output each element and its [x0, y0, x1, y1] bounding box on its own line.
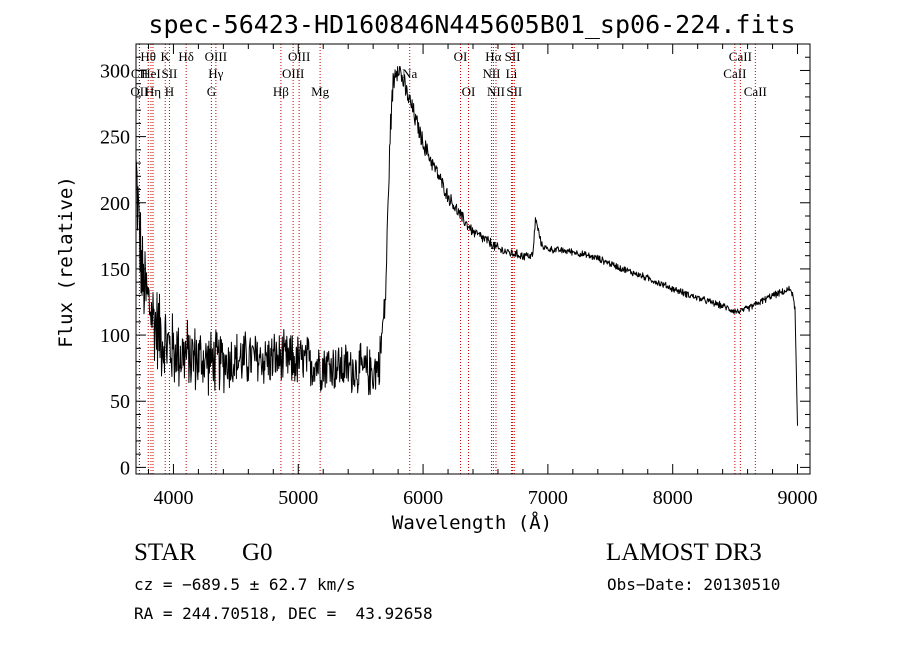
x-tick-label: 5000	[278, 487, 318, 509]
spectral-line-label: OIII	[288, 49, 310, 64]
spectrum-line	[135, 66, 798, 426]
spectral-line-label: OII	[130, 84, 148, 99]
obs-date-label: Obs−Date: 20130510	[607, 575, 781, 594]
spectral-line-label: Hα	[485, 49, 501, 64]
spectral-line-label: Hδ	[178, 49, 194, 64]
spectral-line-label: Hγ	[208, 66, 223, 81]
spectral-line-label: Hη	[145, 84, 161, 99]
object-type-label: STAR	[134, 539, 196, 566]
spectral-line-label: CII	[131, 66, 148, 81]
y-tick-label: 200	[100, 193, 130, 215]
spectral-line-label: Hθ	[140, 49, 156, 64]
radec-label: RA = 244.70518, DEC = 43.92658	[134, 604, 433, 623]
spectral-line-label: CaII	[729, 49, 752, 64]
spectral-line-label: SII	[162, 66, 178, 81]
spectral-line-label: SII	[506, 84, 522, 99]
spectral-line-label: NII	[487, 84, 505, 99]
subclass-label: G0	[242, 539, 273, 566]
x-tick-label: 8000	[653, 487, 693, 509]
chart-title: spec-56423-HD160846N445605B01_sp06-224.f…	[148, 10, 795, 39]
spectral-line-label: H	[165, 84, 174, 99]
spectral-line-label: Li	[506, 66, 518, 81]
y-tick-label: 300	[100, 60, 130, 82]
spectral-line-label: CaII	[744, 84, 767, 99]
spectral-line-label: OI	[462, 84, 476, 99]
y-axis-title: Flux (relative)	[55, 176, 77, 348]
spectral-line-label: Hβ	[273, 84, 289, 99]
x-axis-title: Wavelength (Å)	[392, 511, 552, 534]
spectral-line-label: SII	[505, 49, 521, 64]
y-tick-label: 150	[100, 259, 130, 281]
y-tick-label: 250	[100, 127, 130, 149]
spectral-line-label: Na	[402, 66, 417, 81]
y-tick-label: 50	[110, 391, 130, 413]
spectral-line-label: NII	[482, 66, 500, 81]
cz-label: cz = −689.5 ± 62.7 km/s	[134, 575, 356, 594]
x-tick-label: 4000	[153, 487, 193, 509]
spectral-line-label: CaII	[723, 66, 746, 81]
y-tick-label: 100	[100, 325, 130, 347]
spectral-line-label: K	[161, 49, 171, 64]
survey-label: LAMOST DR3	[606, 539, 762, 566]
spectral-line-markers	[138, 44, 756, 474]
spectral-line-label: Mg	[311, 84, 330, 99]
axis-ticks: 4000 5000 6000 7000 8000 9000 0 50 100 150 200 250 3…	[100, 44, 818, 509]
y-tick-label: 0	[120, 457, 130, 479]
x-tick-label: 6000	[403, 487, 443, 509]
x-tick-label: 7000	[528, 487, 568, 509]
plot-frame	[135, 43, 811, 475]
spectral-line-label: G	[207, 84, 216, 99]
spectral-line-label: HeI	[141, 66, 161, 81]
spectral-line-label: OIII	[205, 49, 227, 64]
spectral-line-label: OIII	[282, 66, 304, 81]
spectral-line-label: OI	[454, 49, 468, 64]
spectral-line-labels: Hθ CII OII HeI Hη K SII H Hδ OIII Hγ G Hβ OIII OIII Mg N…	[130, 49, 767, 99]
x-tick-label: 9000	[778, 487, 818, 509]
